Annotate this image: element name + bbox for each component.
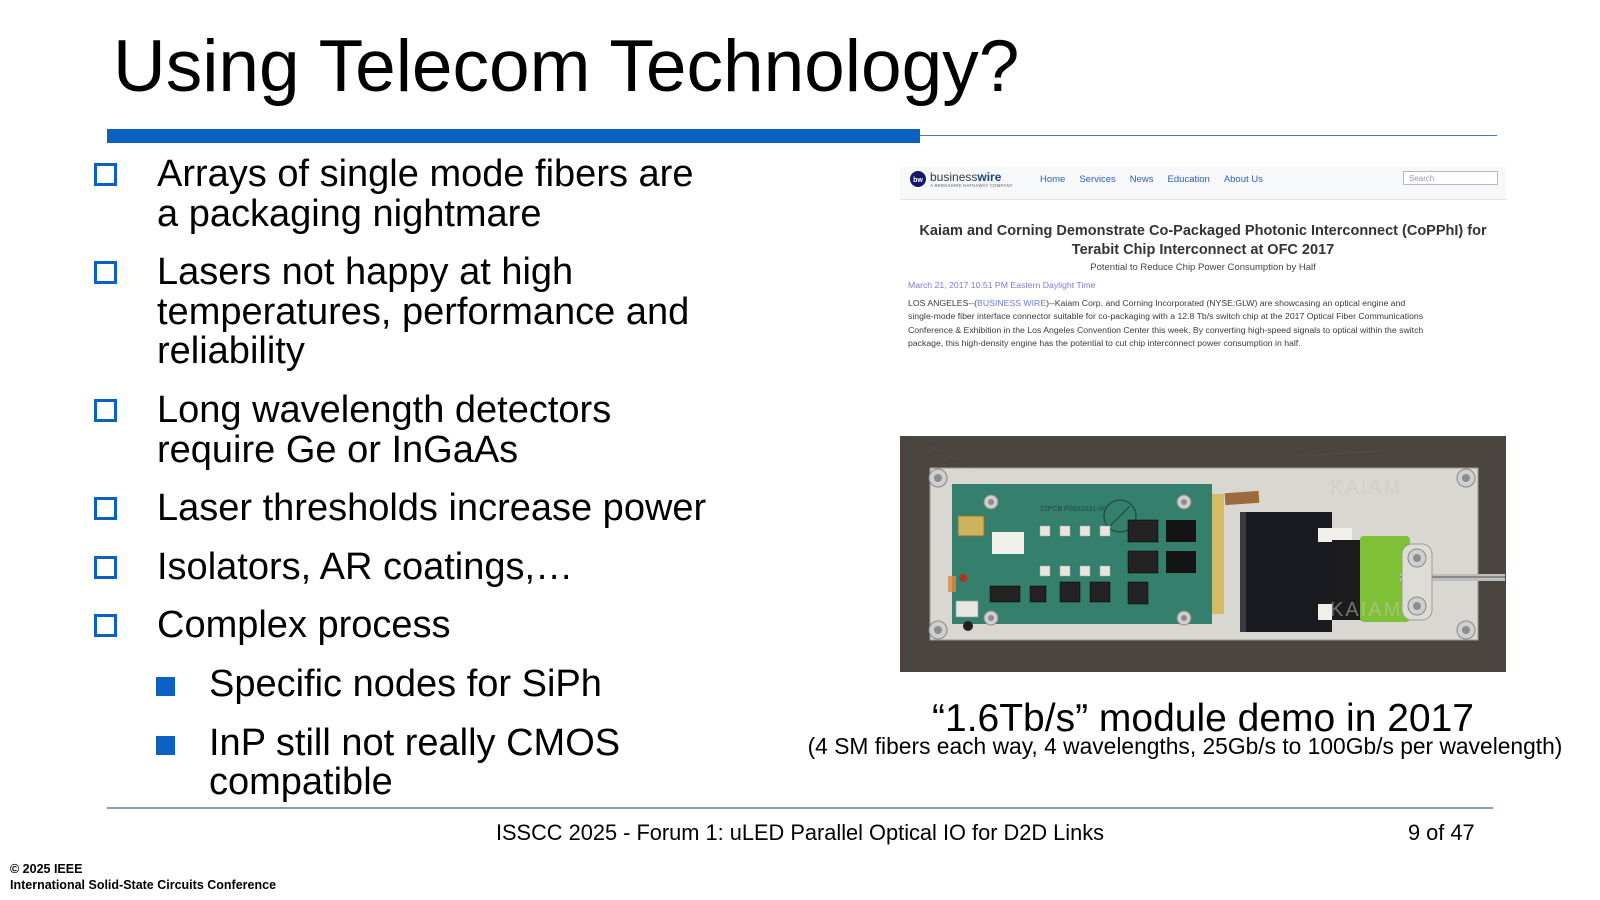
svg-text:KAIAM: KAIAM — [1330, 599, 1402, 621]
svg-text:KAIAM: KAIAM — [1330, 477, 1402, 499]
svg-text:22PCB P0022031-00: 22PCB P0022031-00 — [1040, 506, 1106, 513]
svg-text:bw: bw — [913, 177, 923, 184]
